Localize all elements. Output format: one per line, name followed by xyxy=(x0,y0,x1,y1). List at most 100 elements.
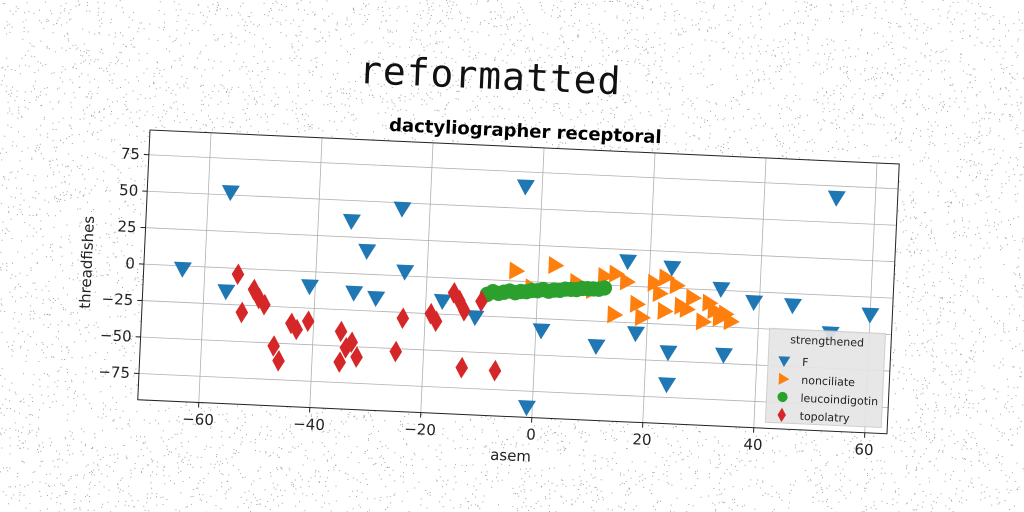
x-tick-label: −20 xyxy=(404,420,436,439)
data-point-f xyxy=(532,323,551,340)
data-point-nonciliate xyxy=(629,294,647,313)
chart-grid xyxy=(137,130,900,434)
x-gridline xyxy=(198,132,212,403)
data-point-topolatry xyxy=(272,350,285,372)
x-gridline xyxy=(420,142,434,413)
data-point-topolatry xyxy=(334,320,348,343)
data-point-f xyxy=(221,184,240,202)
data-point-f xyxy=(619,254,638,271)
data-point-f xyxy=(587,338,606,356)
legend-marker-nonciliate xyxy=(778,372,790,385)
legend-marker-leucoindigotin xyxy=(777,391,788,403)
y-tick-label: −75 xyxy=(98,363,130,382)
data-point-f xyxy=(217,284,236,301)
x-gridline xyxy=(531,147,545,418)
data-point-f xyxy=(658,377,677,394)
y-tick-label: 25 xyxy=(117,217,137,236)
data-point-topolatry xyxy=(247,278,261,301)
data-point-topolatry xyxy=(458,300,471,322)
data-point-f xyxy=(627,326,646,343)
legend-marker-topolatry xyxy=(777,407,786,423)
data-point-f xyxy=(861,307,880,324)
y-tick-label: 75 xyxy=(120,145,140,164)
data-point-nonciliate xyxy=(657,301,674,320)
data-point-nonciliate xyxy=(607,305,624,324)
x-axis-label: asem xyxy=(490,446,532,466)
data-point-nonciliate xyxy=(548,255,565,274)
y-axis-label: threadfishes xyxy=(76,215,98,309)
x-tick-label: 40 xyxy=(743,435,763,454)
legend-box xyxy=(764,327,887,429)
data-point-topolatry xyxy=(231,263,245,286)
data-point-f xyxy=(784,298,803,315)
data-point-f xyxy=(342,213,361,230)
y-gridline xyxy=(147,190,897,226)
data-point-f xyxy=(659,345,678,362)
data-point-f xyxy=(745,294,764,312)
y-tick-label: 50 xyxy=(119,181,139,200)
legend-label-nonciliate: nonciliate xyxy=(801,374,855,389)
data-point-topolatry xyxy=(285,312,298,335)
legend-label-f: F xyxy=(802,356,809,369)
chart-points xyxy=(173,179,880,417)
data-point-topolatry xyxy=(475,290,488,313)
data-point-leucoindigotin xyxy=(596,280,613,296)
x-tick-label: −60 xyxy=(182,410,214,429)
data-point-f xyxy=(433,293,452,311)
scatter-chart: −60 −40 −20 0 20 40 60 75 50 25 0 −25 −50 −75 dactylio… xyxy=(76,115,900,466)
legend-label-leucoindigotin: leucoindigotin xyxy=(800,392,878,409)
data-point-nonciliate xyxy=(685,288,702,307)
plot-area xyxy=(137,130,900,434)
data-point-f xyxy=(663,260,682,277)
data-point-topolatry xyxy=(252,287,266,310)
x-gridline xyxy=(309,137,323,408)
data-point-nonciliate xyxy=(609,264,626,283)
chart-canvas: −60 −40 −20 0 20 40 607550250−25−50−75dactylio… xyxy=(76,115,900,466)
y-tick-label: 0 xyxy=(125,254,135,272)
data-point-topolatry xyxy=(488,359,502,382)
data-point-nonciliate xyxy=(634,308,651,327)
data-point-f xyxy=(712,281,731,298)
data-point-topolatry xyxy=(389,340,403,363)
data-point-nonciliate xyxy=(647,273,664,292)
data-point-topolatry xyxy=(447,282,461,304)
data-point-topolatry xyxy=(235,301,249,324)
data-point-nonciliate xyxy=(679,299,696,318)
data-point-nonciliate xyxy=(652,284,669,303)
data-point-nonciliate xyxy=(619,272,636,291)
data-point-nonciliate xyxy=(509,261,526,280)
data-point-f xyxy=(518,400,537,417)
data-point-f xyxy=(173,261,192,278)
series-topolatry xyxy=(231,263,502,382)
x-gridline xyxy=(753,157,767,428)
x-tick-label: 0 xyxy=(526,425,536,443)
data-point-f xyxy=(715,347,734,364)
x-tick-label: 20 xyxy=(632,430,652,449)
data-point-nonciliate xyxy=(669,276,686,295)
x-tick-label: 60 xyxy=(854,440,874,459)
data-point-topolatry xyxy=(424,302,438,325)
data-point-f xyxy=(396,264,415,281)
data-point-nonciliate xyxy=(723,312,740,331)
y-gridline xyxy=(143,263,894,299)
legend-title: strengthened xyxy=(790,333,864,349)
data-point-f xyxy=(466,310,485,327)
x-tick-label: −40 xyxy=(293,415,325,434)
y-tick-label: −50 xyxy=(100,326,132,345)
data-point-topolatry xyxy=(345,331,358,354)
data-point-topolatry xyxy=(452,289,466,312)
data-point-f xyxy=(358,243,377,260)
y-gridline xyxy=(148,154,899,190)
y-gridline xyxy=(138,373,889,408)
data-point-nonciliate xyxy=(597,267,614,285)
data-point-nonciliate xyxy=(658,268,676,287)
plot-frame xyxy=(137,129,900,435)
data-point-f xyxy=(367,290,386,308)
data-point-f xyxy=(345,285,364,302)
data-point-topolatry xyxy=(396,307,410,330)
data-point-topolatry xyxy=(258,293,271,316)
data-point-topolatry xyxy=(429,310,443,333)
legend-label-topolatry: topolatry xyxy=(799,410,850,425)
data-point-nonciliate xyxy=(695,312,712,331)
